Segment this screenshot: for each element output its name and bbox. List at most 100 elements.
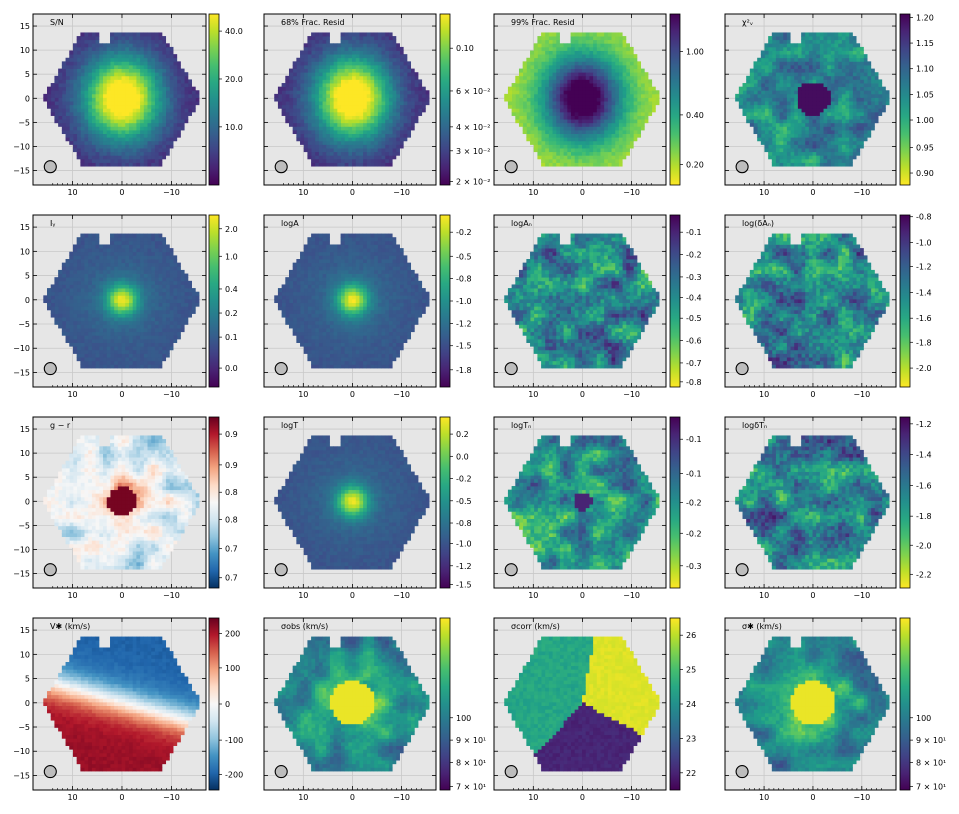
spaxel — [117, 163, 121, 167]
spaxel — [84, 36, 88, 40]
spaxel — [615, 101, 619, 105]
spaxel — [593, 32, 597, 36]
spaxel — [593, 155, 597, 159]
spaxel — [630, 58, 634, 62]
spaxel — [801, 101, 805, 105]
spaxel — [808, 83, 812, 87]
spaxel — [84, 116, 88, 120]
spaxel — [578, 54, 582, 58]
spaxel — [808, 126, 812, 130]
spaxel — [392, 61, 396, 65]
spaxel — [385, 79, 389, 83]
spaxel — [392, 47, 396, 51]
spaxel — [155, 108, 159, 112]
spaxel — [578, 36, 582, 40]
spaxel — [151, 87, 155, 91]
spaxel — [114, 32, 118, 36]
spaxel — [816, 112, 820, 116]
spaxel — [151, 79, 155, 83]
spaxel — [560, 69, 564, 73]
spaxel — [827, 51, 831, 55]
spaxel — [300, 94, 304, 98]
spaxel — [637, 101, 641, 105]
spaxel — [852, 101, 856, 105]
spaxel — [155, 97, 159, 101]
spaxel — [341, 54, 345, 58]
spaxel — [125, 47, 129, 51]
spaxel — [318, 36, 322, 40]
spaxel — [403, 90, 407, 94]
spaxel — [166, 141, 170, 145]
spaxel — [790, 137, 794, 141]
spaxel — [537, 51, 541, 55]
spaxel — [396, 61, 400, 65]
spaxel — [552, 51, 556, 55]
spaxel — [556, 79, 560, 83]
spaxel — [73, 47, 77, 51]
spaxel — [99, 126, 103, 130]
spaxel — [827, 126, 831, 130]
spaxel — [797, 58, 801, 62]
spaxel — [812, 144, 816, 148]
spaxel — [801, 51, 805, 55]
spaxel — [337, 141, 341, 145]
spaxel — [571, 76, 575, 80]
spaxel — [374, 94, 378, 98]
spaxel — [867, 61, 871, 65]
spaxel — [816, 97, 820, 101]
spaxel — [374, 134, 378, 138]
spaxel — [805, 116, 809, 120]
spaxel — [838, 97, 842, 101]
spaxel — [99, 105, 103, 109]
spaxel — [545, 134, 549, 138]
spaxel — [801, 83, 805, 87]
spaxel — [823, 155, 827, 159]
spaxel — [593, 40, 597, 44]
spaxel — [578, 108, 582, 112]
spaxel — [389, 119, 393, 123]
spaxel — [619, 130, 623, 134]
spaxel — [140, 123, 144, 127]
spaxel — [54, 90, 58, 94]
spaxel — [808, 159, 812, 163]
spaxel — [626, 134, 630, 138]
spaxel — [333, 163, 337, 167]
spaxel — [282, 94, 286, 98]
spaxel — [66, 83, 70, 87]
spaxel — [110, 72, 114, 76]
spaxel — [827, 130, 831, 134]
spaxel — [852, 144, 856, 148]
spaxel — [652, 105, 656, 109]
spaxel — [58, 72, 62, 76]
spaxel — [805, 108, 809, 112]
spaxel — [370, 112, 374, 116]
spaxel — [411, 76, 415, 80]
spaxel — [352, 126, 356, 130]
spaxel — [523, 126, 527, 130]
spaxel — [790, 61, 794, 65]
spaxel — [841, 155, 845, 159]
spaxel — [556, 90, 560, 94]
spaxel — [619, 65, 623, 69]
spaxel — [341, 112, 345, 116]
spaxel — [874, 94, 878, 98]
spaxel — [585, 97, 589, 101]
spaxel — [860, 116, 864, 120]
spaxel — [619, 36, 623, 40]
spaxel — [348, 61, 352, 65]
spaxel — [341, 116, 345, 120]
spaxel — [567, 105, 571, 109]
spaxel — [169, 126, 173, 130]
spaxel — [808, 72, 812, 76]
spaxel — [315, 141, 319, 145]
spaxel — [166, 116, 170, 120]
spaxel — [578, 141, 582, 145]
spaxel — [560, 101, 564, 105]
spaxel — [385, 152, 389, 156]
spaxel — [600, 130, 604, 134]
spaxel — [772, 123, 776, 127]
spaxel — [534, 141, 538, 145]
spaxel — [381, 83, 385, 87]
spaxel — [571, 61, 575, 65]
spaxel — [871, 105, 875, 109]
